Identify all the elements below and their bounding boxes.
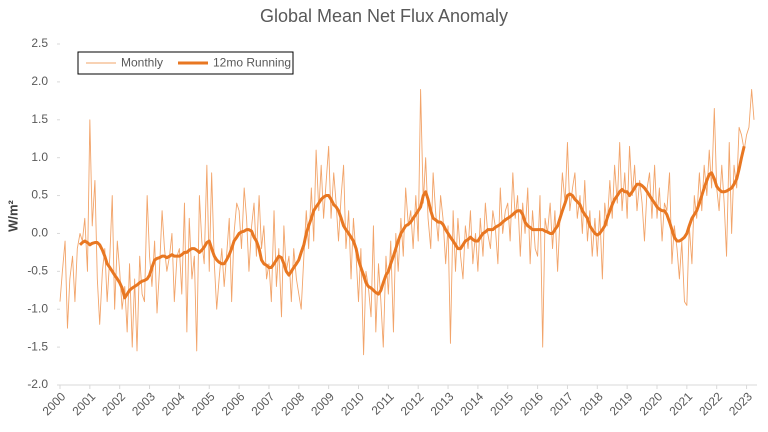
x-tick-label: 2005: [189, 389, 218, 418]
x-tick-label: 2022: [696, 389, 725, 418]
x-tick-label: 2020: [637, 389, 666, 418]
x-tick-label: 2002: [99, 389, 128, 418]
series-line: [78, 145, 746, 300]
x-tick-label: 2016: [517, 389, 546, 418]
y-tick-label: 1.5: [31, 112, 48, 126]
x-tick-label: 2014: [457, 389, 486, 418]
y-tick-label: 2.5: [31, 36, 48, 50]
y-axis-label: W/m²: [5, 199, 20, 231]
x-tick-label: 2004: [159, 389, 188, 418]
x-tick-label: 2008: [278, 389, 307, 418]
x-tick-label: 2001: [69, 389, 98, 418]
x-tick-label: 2017: [547, 389, 576, 418]
x-tick-label: 2006: [219, 389, 248, 418]
x-tick-label: 2010: [338, 389, 367, 418]
y-tick-label: 1.0: [31, 150, 48, 164]
legend-label: Monthly: [121, 56, 163, 70]
x-tick-label: 2019: [607, 389, 636, 418]
series-line: [59, 89, 755, 356]
x-tick-label: 2015: [487, 389, 516, 418]
y-tick-label: 0.0: [31, 226, 48, 240]
x-tick-label: 2007: [249, 389, 278, 418]
x-tick-label: 2009: [308, 389, 337, 418]
y-tick-label: -0.5: [27, 264, 48, 278]
y-tick-label: -1.0: [27, 301, 48, 315]
x-tick-label: 2021: [666, 389, 695, 418]
x-tick-label: 2011: [369, 389, 397, 417]
y-tick-label: -1.5: [27, 339, 48, 353]
x-tick-label: 2003: [129, 389, 158, 418]
legend-label: 12mo Running: [213, 56, 291, 70]
y-tick-label: 2.0: [31, 74, 48, 88]
y-tick-label: -2.0: [27, 377, 48, 391]
y-tick-label: 0.5: [31, 188, 48, 202]
x-tick-label: 2013: [428, 389, 457, 418]
chart-title: Global Mean Net Flux Anomaly: [260, 6, 508, 26]
x-tick-label: 2023: [726, 389, 755, 418]
x-tick-label: 2000: [40, 389, 69, 418]
x-tick-label: 2012: [398, 389, 427, 418]
x-tick-label: 2018: [577, 389, 606, 418]
